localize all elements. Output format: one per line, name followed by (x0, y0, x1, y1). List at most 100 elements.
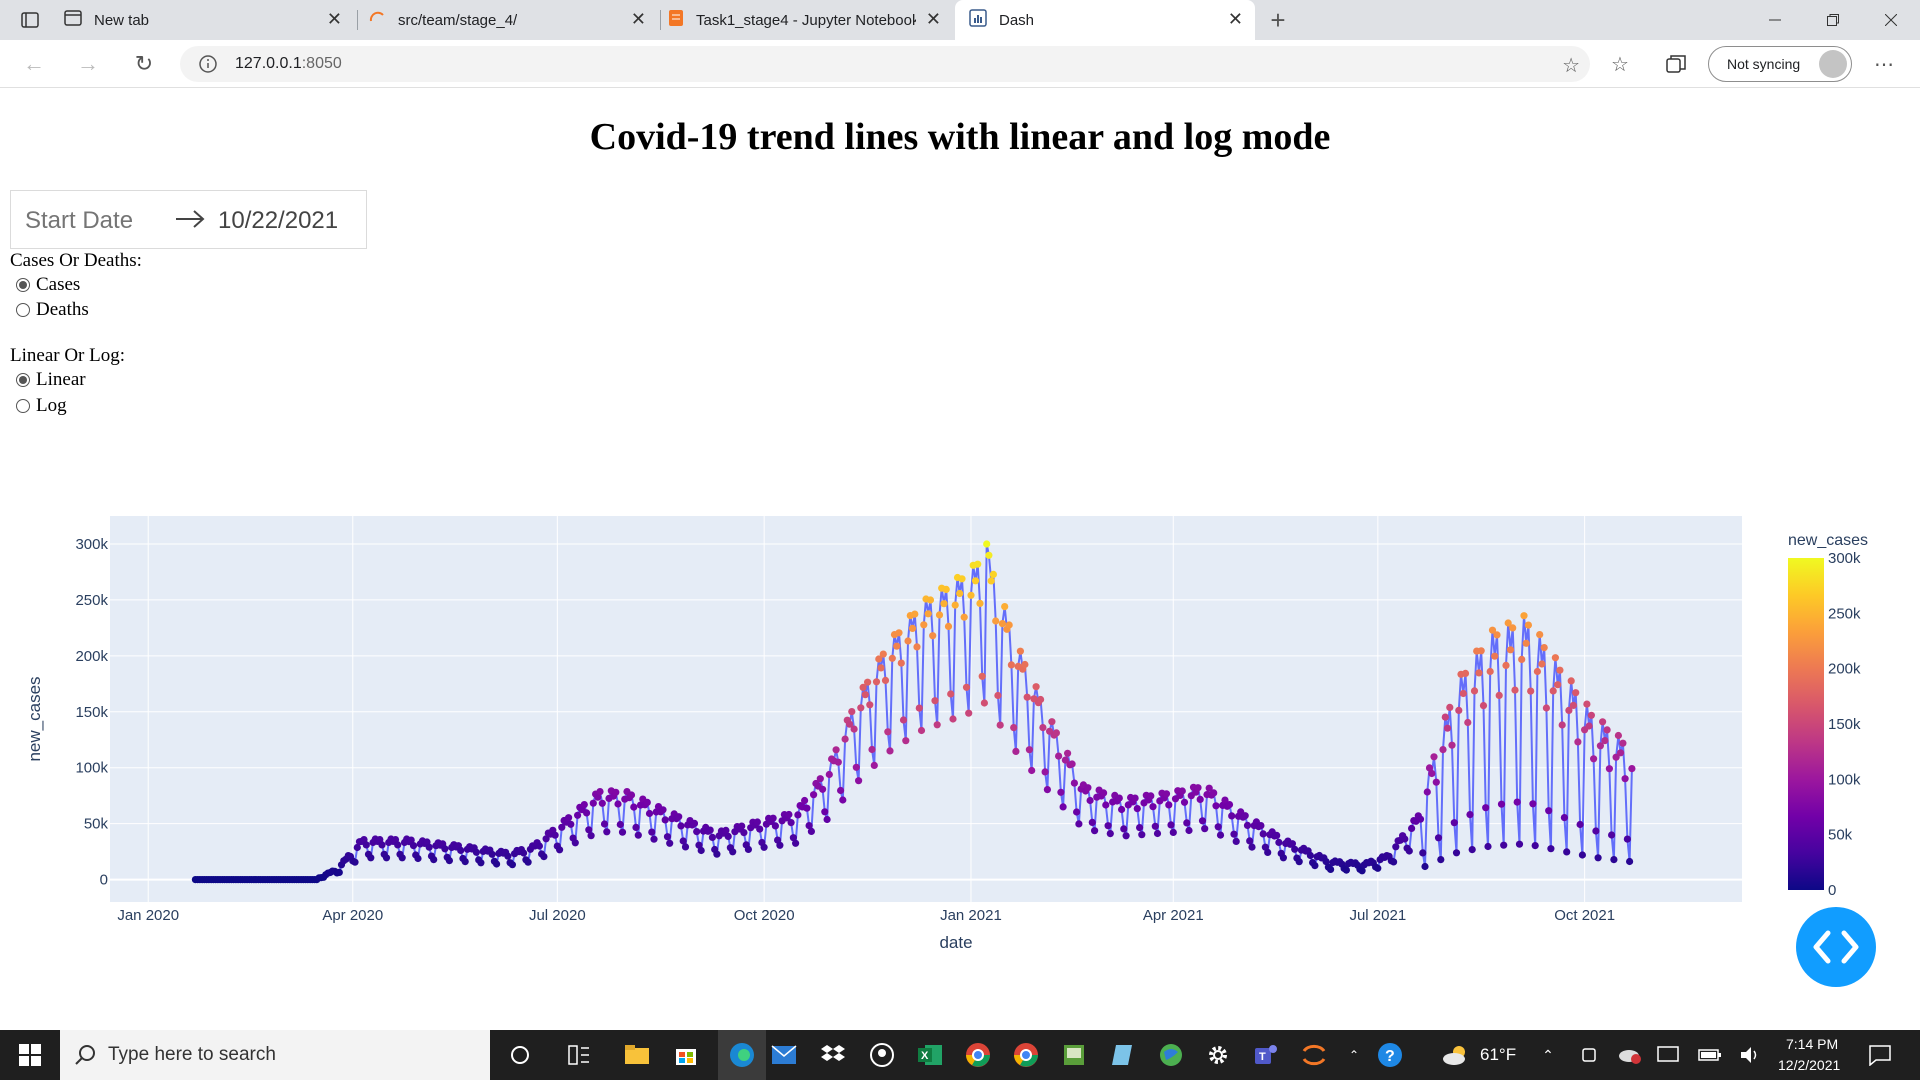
data-point (659, 806, 667, 814)
weather-temperature[interactable]: 61°F (1480, 1045, 1517, 1064)
new-tab-plus-icon[interactable]: + (1270, 4, 1286, 35)
data-point (1408, 824, 1416, 832)
restore-icon[interactable] (1810, 0, 1856, 40)
settings-gear-icon[interactable] (1202, 1039, 1234, 1071)
data-point (872, 678, 881, 686)
forward-icon[interactable]: → (77, 51, 99, 76)
task-view-icon[interactable] (563, 1039, 595, 1071)
collections-icon[interactable] (1660, 48, 1692, 80)
chrome-profile-icon[interactable] (1010, 1039, 1042, 1071)
radio-button[interactable] (16, 373, 30, 387)
file-explorer-icon[interactable] (621, 1039, 653, 1071)
radio-label: Cases (36, 274, 81, 295)
add-favorite-icon[interactable]: ☆ (1562, 55, 1580, 77)
data-point (1401, 835, 1409, 843)
data-point (1405, 847, 1413, 855)
onedrive-error-icon[interactable] (1614, 1039, 1646, 1071)
data-point (706, 826, 714, 834)
data-point (1180, 798, 1189, 806)
jupyter-taskbar-icon[interactable] (1298, 1039, 1330, 1071)
radio-button[interactable] (16, 303, 30, 317)
close-icon[interactable]: ✕ (925, 9, 941, 29)
radio-log[interactable]: Log (16, 395, 67, 417)
radio-cases[interactable]: Cases (16, 274, 80, 296)
radio-linear[interactable]: Linear (16, 369, 86, 391)
tab-dash[interactable]: Dash ✕ (955, 0, 1255, 40)
tab-new-tab[interactable]: New tab ✕ (64, 0, 354, 40)
favorites-icon[interactable]: ☆ (1611, 53, 1629, 76)
data-point (1131, 794, 1139, 802)
data-point (1279, 854, 1287, 862)
date-range-picker[interactable]: Start Date 10/22/2021 (10, 190, 367, 249)
address-bar[interactable]: 127.0.0.1:8050 ☆ (180, 46, 1590, 82)
windows-start-icon[interactable] (0, 1030, 60, 1080)
info-icon[interactable] (198, 54, 218, 79)
data-point (756, 825, 764, 833)
dropbox-icon[interactable] (817, 1039, 849, 1071)
teams-icon[interactable]: T (1250, 1039, 1282, 1071)
help-icon[interactable]: ? (1374, 1039, 1406, 1071)
show-hidden-icons-icon[interactable]: ⌃ (1542, 1046, 1554, 1063)
overflow-chevron-icon[interactable]: ⌃ (1348, 1048, 1360, 1062)
excel-icon[interactable]: X (914, 1039, 946, 1071)
microsoft-store-icon[interactable] (670, 1039, 702, 1071)
close-icon[interactable]: ✕ (630, 9, 646, 29)
radio-button[interactable] (16, 278, 30, 292)
close-icon[interactable]: ✕ (326, 9, 342, 29)
data-point (881, 676, 890, 684)
data-point (1169, 828, 1177, 836)
edge-browser-icon[interactable] (718, 1030, 766, 1080)
data-point (708, 833, 717, 841)
cortana-icon[interactable] (504, 1039, 536, 1071)
data-point (1149, 803, 1157, 811)
data-point (571, 839, 579, 847)
window-close-icon[interactable] (1868, 0, 1914, 40)
end-date-input[interactable]: 10/22/2021 (218, 207, 339, 234)
close-icon[interactable]: ✕ (1227, 9, 1243, 29)
radio-deaths[interactable]: Deaths (16, 299, 89, 321)
dash-debug-toggle-button[interactable] (1796, 907, 1876, 987)
clock-date[interactable]: 12/2/2021 (1778, 1057, 1841, 1073)
data-point (583, 809, 591, 817)
chrome-icon[interactable] (962, 1039, 994, 1071)
notifications-icon[interactable] (1864, 1039, 1896, 1071)
data-point (1023, 693, 1031, 701)
meet-now-icon[interactable] (1574, 1039, 1606, 1071)
data-point (1028, 766, 1036, 775)
url-text: 127.0.0.1:8050 (235, 55, 342, 73)
data-point (832, 746, 840, 754)
covid-trend-chart[interactable]: 0 50k 100k 150k 200k 250k 300k Jan 2020 Apr 2020… (0, 500, 1920, 970)
data-point (1086, 796, 1094, 805)
colorbar-tick-label: 250k (1828, 605, 1861, 622)
battery-icon[interactable] (1694, 1039, 1726, 1071)
data-point (1493, 631, 1501, 639)
data-point (1432, 778, 1440, 786)
data-point (1531, 842, 1539, 850)
data-point (335, 868, 343, 876)
tab-stage-4[interactable]: src/team/stage_4/ ✕ (368, 0, 658, 40)
more-menu-icon[interactable]: ⋯ (1874, 53, 1894, 76)
refresh-icon[interactable]: ↻ (134, 51, 154, 76)
data-point (1569, 701, 1577, 709)
clock-time[interactable]: 7:14 PM (1786, 1036, 1839, 1052)
taskbar-search-input[interactable]: Type here to search (60, 1030, 490, 1080)
volume-icon[interactable] (1734, 1039, 1766, 1071)
globe-app-icon[interactable] (1155, 1039, 1187, 1071)
back-icon[interactable]: ← (23, 51, 45, 76)
tab-actions-icon[interactable] (14, 4, 46, 36)
network-icon[interactable] (1652, 1039, 1684, 1071)
github-desktop-icon[interactable] (866, 1039, 898, 1071)
data-point (917, 726, 926, 735)
photos-app-icon[interactable] (1058, 1039, 1090, 1071)
data-point (895, 629, 903, 637)
minimize-icon[interactable] (1752, 0, 1798, 40)
tab-jupyter-notebook[interactable]: Task1_stage4 - Jupyter Notebook ✕ (668, 0, 953, 40)
start-date-input[interactable]: Start Date (25, 207, 134, 234)
notepad-icon[interactable] (1106, 1039, 1138, 1071)
mail-icon[interactable] (768, 1039, 800, 1071)
sync-button[interactable]: Not syncing (1708, 46, 1852, 82)
browser-toolbar: ← → ↻ 127.0.0.1:8050 ☆ ☆ Not syncing ⋯ (0, 40, 1920, 88)
data-point (1288, 840, 1296, 848)
radio-button[interactable] (16, 399, 30, 413)
data-point (493, 860, 501, 868)
